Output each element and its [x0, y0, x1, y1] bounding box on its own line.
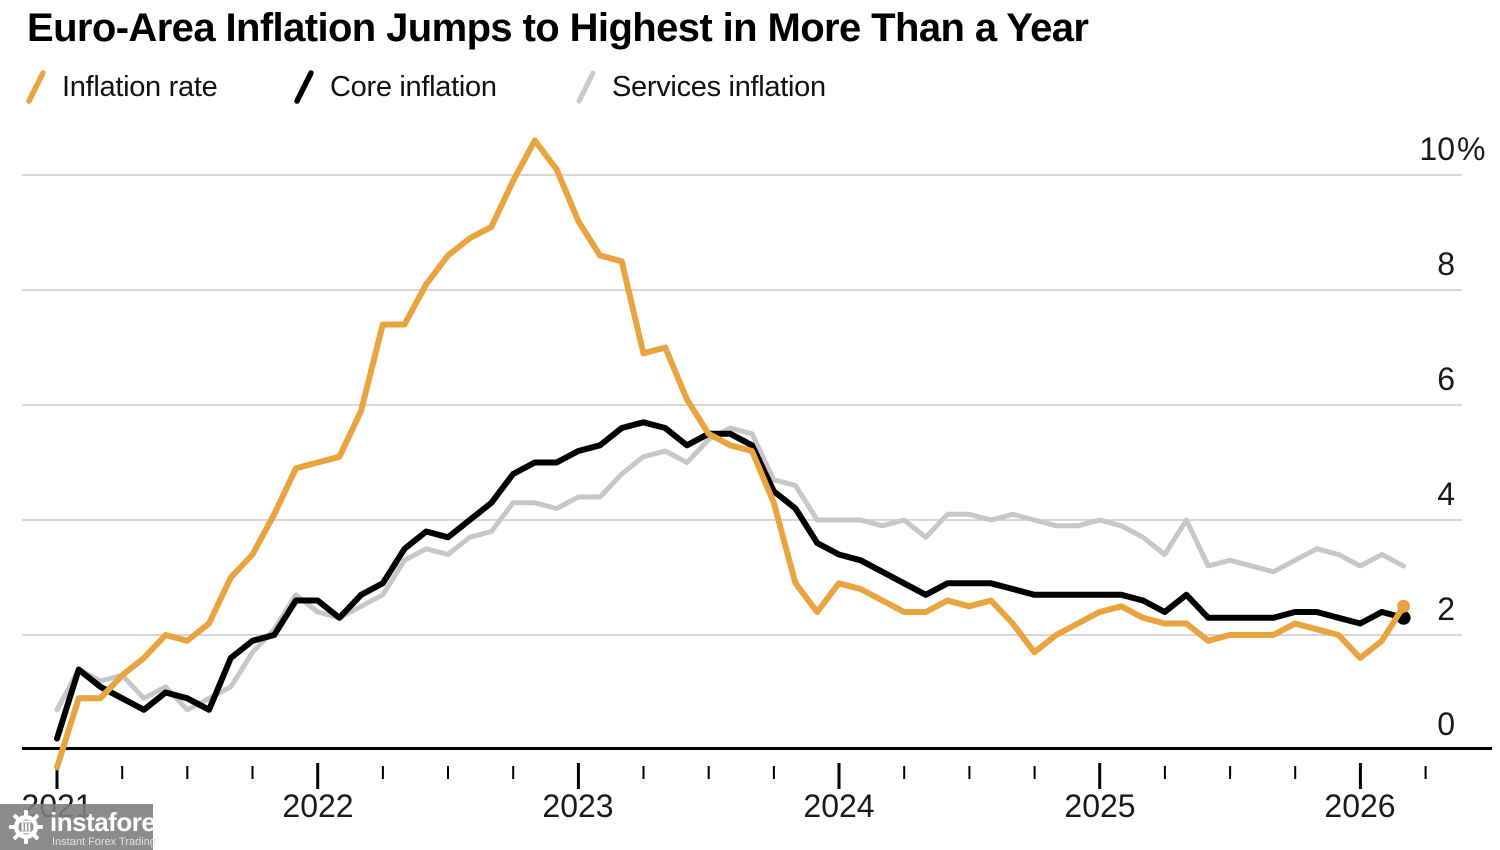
- y-axis-label-6: 6: [1437, 361, 1455, 397]
- inflation-rate-end-dot: [1397, 599, 1411, 613]
- x-axis-label-2023: 2023: [542, 788, 614, 824]
- legend-item-core-inflation: Core inflation: [293, 68, 497, 106]
- inflation-rate-swatch-icon: [26, 70, 46, 104]
- x-axis-label-2024: 2024: [803, 788, 875, 824]
- legend-swatch-line: [294, 70, 314, 104]
- legend-swatch-line: [576, 70, 596, 104]
- services-inflation-line: [54, 425, 1407, 713]
- y-axis-label-4: 4: [1437, 476, 1455, 512]
- instaforex-logo-icon: [9, 810, 43, 844]
- x-axis-label-2025: 2025: [1064, 788, 1136, 824]
- legend-label: Core inflation: [330, 70, 497, 103]
- legend-swatch-line: [26, 70, 46, 104]
- x-axis-label-2026: 2026: [1324, 788, 1396, 824]
- core-inflation-line: [54, 419, 1407, 742]
- chart-title: Euro-Area Inflation Jumps to Highest in …: [27, 6, 1089, 50]
- legend-label: Inflation rate: [62, 70, 218, 103]
- y-axis-label-8: 8: [1437, 246, 1455, 282]
- axis-ticks: [55, 763, 1427, 789]
- gridlines: [22, 174, 1462, 636]
- watermark-tagline: Instant Forex Trading: [52, 836, 156, 848]
- x-axis-label-2022: 2022: [282, 788, 354, 824]
- watermark-brand: instaforex: [50, 807, 170, 837]
- services-inflation-swatch-icon: [576, 70, 596, 104]
- legend-label: Services inflation: [612, 70, 826, 103]
- inflation-rate-line: [54, 137, 1407, 771]
- legend: Inflation rate Core inflation Services i…: [0, 68, 1500, 110]
- legend-item-inflation-rate: Inflation rate: [25, 68, 218, 106]
- core-inflation-swatch-icon: [294, 70, 314, 104]
- y-axis-label-0: 0: [1437, 706, 1455, 742]
- instaforex-watermark: instaforex Instant Forex Trading: [0, 804, 170, 850]
- legend-item-services-inflation: Services inflation: [575, 68, 826, 106]
- y-axis-label-10: 10%: [1419, 131, 1486, 167]
- y-axis-label-2: 2: [1437, 591, 1455, 627]
